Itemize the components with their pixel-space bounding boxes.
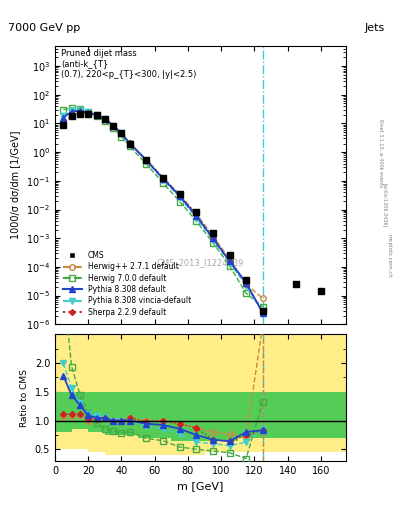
Text: Rivet 3.1.10, ≥ 400k events: Rivet 3.1.10, ≥ 400k events <box>378 119 383 188</box>
Text: Jets: Jets <box>365 23 385 33</box>
Legend: CMS, Herwig++ 2.7.1 default, Herwig 7.0.0 default, Pythia 8.308 default, Pythia : CMS, Herwig++ 2.7.1 default, Herwig 7.0.… <box>59 247 195 321</box>
X-axis label: m [GeV]: m [GeV] <box>177 481 224 491</box>
Text: mcplots.cern.ch: mcplots.cern.ch <box>386 234 391 278</box>
Y-axis label: Ratio to CMS: Ratio to CMS <box>20 369 29 426</box>
Y-axis label: 1000/σ dσ/dm [1/GeV]: 1000/σ dσ/dm [1/GeV] <box>10 131 20 240</box>
Text: Pruned dijet mass 
(anti-k_{T}
(0.7), 220<p_{T}<300, |y|<2.5): Pruned dijet mass (anti-k_{T} (0.7), 220… <box>61 49 196 79</box>
Text: 7000 GeV pp: 7000 GeV pp <box>8 23 80 33</box>
Text: CMS_2013_I1224539: CMS_2013_I1224539 <box>157 259 244 268</box>
Text: [arXiv:1306.3436]: [arXiv:1306.3436] <box>382 183 387 227</box>
